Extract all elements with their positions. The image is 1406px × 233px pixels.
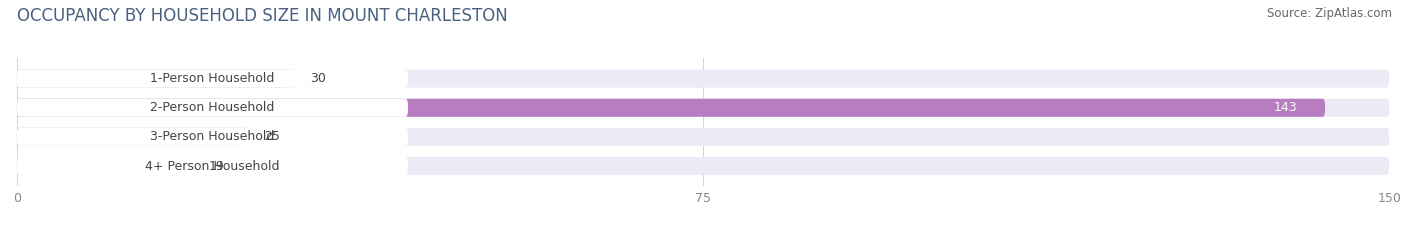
FancyBboxPatch shape [17,157,408,175]
Text: 143: 143 [1274,101,1298,114]
FancyBboxPatch shape [17,99,1389,117]
Text: Source: ZipAtlas.com: Source: ZipAtlas.com [1267,7,1392,20]
Text: OCCUPANCY BY HOUSEHOLD SIZE IN MOUNT CHARLESTON: OCCUPANCY BY HOUSEHOLD SIZE IN MOUNT CHA… [17,7,508,25]
Text: 4+ Person Household: 4+ Person Household [145,160,280,172]
FancyBboxPatch shape [17,99,1324,117]
Text: 3-Person Household: 3-Person Household [150,130,274,143]
FancyBboxPatch shape [17,70,408,88]
FancyBboxPatch shape [17,70,291,88]
FancyBboxPatch shape [17,157,191,175]
FancyBboxPatch shape [17,128,1389,146]
Text: 2-Person Household: 2-Person Household [150,101,274,114]
Text: 19: 19 [209,160,225,172]
FancyBboxPatch shape [17,128,408,146]
Text: 30: 30 [309,72,326,85]
FancyBboxPatch shape [17,157,1389,175]
FancyBboxPatch shape [17,99,408,117]
Text: 1-Person Household: 1-Person Household [150,72,274,85]
FancyBboxPatch shape [17,128,246,146]
Text: 25: 25 [264,130,280,143]
FancyBboxPatch shape [17,70,1389,88]
